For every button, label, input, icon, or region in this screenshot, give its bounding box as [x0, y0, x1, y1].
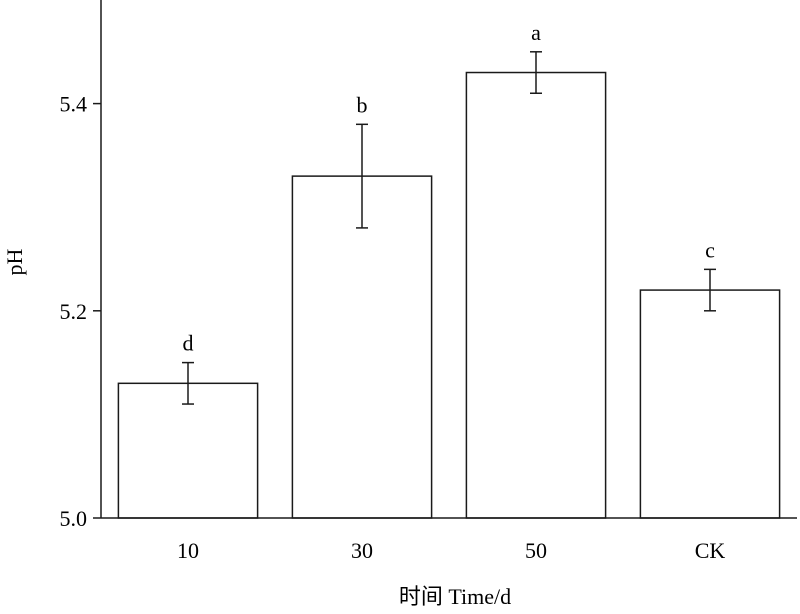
bar-CK: [639, 289, 781, 519]
x-tick-label: CK: [695, 538, 726, 563]
bar-30: [291, 175, 433, 519]
x-tick-label: 10: [177, 538, 199, 563]
bars-layer: [117, 71, 781, 519]
errorbars-layer: [182, 51, 716, 405]
y-axis-label: pH: [2, 248, 27, 275]
letters-layer: d b a c: [183, 20, 716, 356]
x-axis-label: 时间 Time/d: [399, 584, 511, 609]
x-tick-label: 30: [351, 538, 373, 563]
axes-layer: [100, 0, 797, 519]
error-bar-50: [530, 51, 542, 94]
bar-50: [465, 71, 607, 519]
y-tick-label: 5.2: [60, 299, 88, 324]
ticks-layer: 10 30 50 CK 5.0 5.2 5.4: [60, 92, 726, 563]
error-bar-10: [182, 361, 194, 405]
significance-letter-CK: c: [705, 237, 715, 262]
x-tick-label: 50: [525, 538, 547, 563]
y-tick-label: 5.0: [60, 506, 88, 531]
y-tick-label: 5.4: [60, 92, 88, 117]
significance-letter-10: d: [183, 331, 194, 356]
error-bar-CK: [704, 268, 716, 312]
significance-letter-50: a: [531, 20, 541, 45]
significance-letter-30: b: [357, 92, 368, 117]
bar-10: [117, 382, 259, 519]
error-bar-30: [356, 123, 368, 229]
